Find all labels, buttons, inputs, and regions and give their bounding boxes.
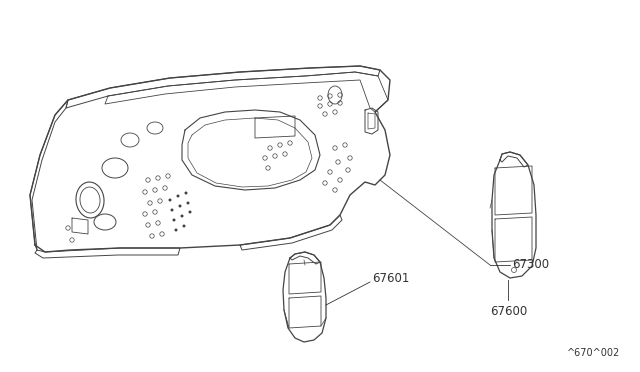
Circle shape: [179, 205, 182, 208]
Circle shape: [182, 224, 186, 228]
Circle shape: [175, 228, 177, 231]
Circle shape: [170, 208, 173, 212]
Circle shape: [184, 192, 188, 195]
Text: 67600: 67600: [490, 305, 527, 318]
Text: 67601: 67601: [372, 273, 410, 285]
Circle shape: [189, 211, 191, 214]
Circle shape: [180, 215, 184, 218]
Text: 67300: 67300: [512, 259, 549, 272]
Circle shape: [173, 218, 175, 221]
Circle shape: [186, 202, 189, 205]
Text: ^670^002: ^670^002: [567, 348, 620, 358]
Circle shape: [168, 199, 172, 202]
Circle shape: [177, 195, 179, 198]
